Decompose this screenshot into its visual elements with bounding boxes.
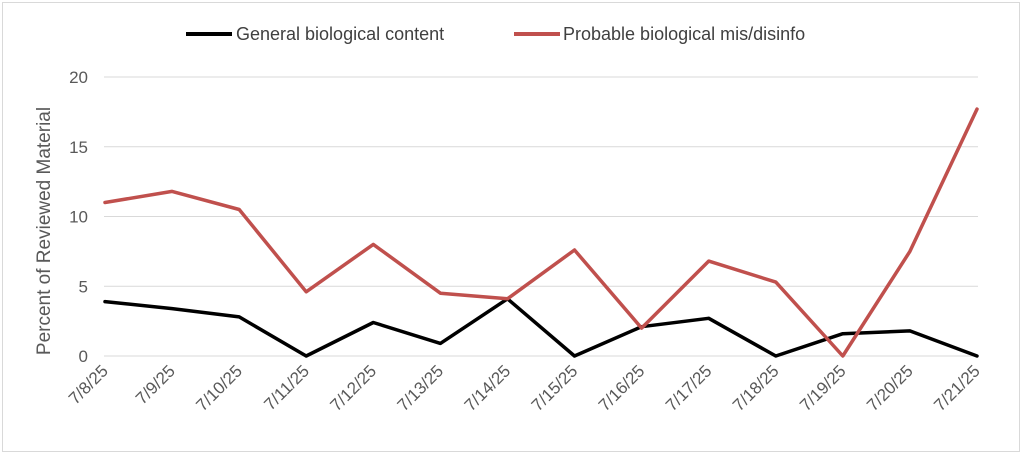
- y-tick-label: 15: [69, 138, 88, 157]
- x-axis-ticks: 7/8/25 7/9/25 7/10/25 7/11/25 7/12/25 7/13/25…: [65, 361, 984, 415]
- series-line-2: [103, 107, 979, 358]
- y-tick-label: 5: [79, 277, 88, 296]
- x-tick-label: 7/14/25: [461, 361, 515, 415]
- legend-label: Probable biological mis/disinfo: [563, 24, 805, 44]
- x-tick-label: 7/9/25: [132, 361, 179, 408]
- x-tick-label: 7/13/25: [394, 361, 448, 415]
- x-tick-label: 7/8/25: [65, 361, 112, 408]
- gridlines: [104, 76, 978, 357]
- x-tick-label: 7/11/25: [260, 361, 313, 414]
- y-tick-label: 20: [69, 68, 88, 87]
- x-tick-label: 7/12/25: [327, 361, 381, 415]
- x-tick-label: 7/15/25: [528, 361, 582, 415]
- legend-label: General biological content: [236, 24, 444, 44]
- y-tick-label: 10: [69, 208, 88, 227]
- y-tick-label: 0: [79, 347, 88, 366]
- y-axis-ticks: 0 5 10 15 20: [69, 68, 88, 366]
- x-tick-label: 7/10/25: [192, 361, 246, 415]
- x-tick-label: 7/21/25: [930, 361, 984, 415]
- series-line-1: [103, 297, 979, 358]
- x-tick-label: 7/18/25: [729, 361, 783, 415]
- y-axis-label: Percent of Reviewed Material: [34, 107, 55, 355]
- series-lines: [103, 107, 979, 358]
- legend: General biological content Probable biolo…: [186, 24, 805, 44]
- x-tick-label: 7/19/25: [796, 361, 850, 415]
- legend-item-2: Probable biological mis/disinfo: [514, 24, 805, 44]
- x-tick-label: 7/17/25: [662, 361, 716, 415]
- x-tick-label: 7/20/25: [863, 361, 917, 415]
- x-tick-label: 7/16/25: [595, 361, 649, 415]
- legend-item-1: General biological content: [186, 24, 444, 44]
